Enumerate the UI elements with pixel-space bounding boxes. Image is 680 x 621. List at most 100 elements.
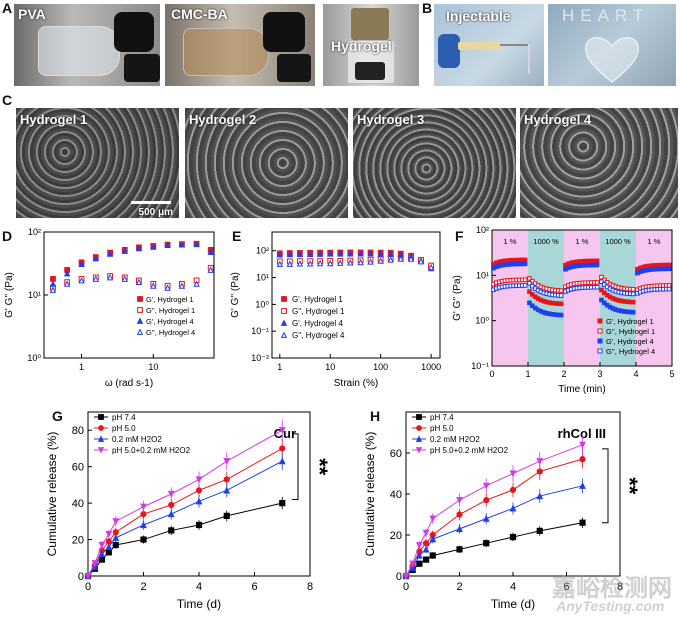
caption-hydrogel-3: Hydrogel 3 <box>357 112 425 127</box>
legend-marker <box>597 348 603 354</box>
legend-entry: G', Hydrogel 4 <box>606 337 654 346</box>
data-point <box>415 542 423 549</box>
photo-injectable-syringe: Injectable <box>434 4 544 86</box>
data-point <box>630 309 636 315</box>
data-point <box>422 540 430 547</box>
chart-g-cur-release: Time (d)Cumulative release (%)0 2 4 6 802040… <box>45 411 332 611</box>
data-point <box>105 543 113 550</box>
sem-hydrogel-1: Hydrogel 1 500 μm <box>16 108 179 218</box>
data-point <box>195 521 203 529</box>
plot-frame <box>271 231 441 359</box>
strain-band-label: 1000 % <box>533 237 559 246</box>
caption-cmc-ba: CMC-BA <box>171 6 228 22</box>
data-point <box>337 259 344 266</box>
data-point <box>316 259 324 267</box>
strain-band-label: 1 % <box>576 237 589 246</box>
legend-entry: G'', Hydrogel 4 <box>606 347 655 356</box>
panel-label-d: D <box>2 228 13 244</box>
x-axis-label: Time (d) <box>491 597 535 611</box>
y-tick-label: 10⁰ <box>475 316 489 326</box>
x-tick-label: 2 <box>456 581 462 593</box>
series-line <box>87 429 283 577</box>
y-tick-label: 0 <box>78 571 84 583</box>
data-point <box>337 250 344 257</box>
data-point <box>207 266 214 273</box>
sem-hydrogel-3: Hydrogel 3 <box>353 108 516 218</box>
data-point <box>367 258 374 265</box>
data-point <box>112 518 120 526</box>
data-point <box>482 514 490 522</box>
data-point <box>409 560 417 568</box>
caption-injectable: Injectable <box>446 8 511 24</box>
data-point <box>666 283 672 288</box>
data-point <box>527 276 532 281</box>
caption-hydrogel-4: Hydrogel 4 <box>524 112 592 127</box>
data-point <box>558 293 564 298</box>
chart-e-strain-sweep: Strain (%) G' G'' (Pa) 1 10 100 1000 10⁻² 10⁻¹ 1… <box>230 231 441 389</box>
data-point <box>666 286 672 292</box>
data-point <box>666 262 672 268</box>
chart-f-step-strain: 1 % 1000 % 1 % 1000 % 1 % Time (min) G' G'' (P… <box>452 226 675 395</box>
series-line <box>405 444 583 577</box>
x-tick-label: 6 <box>563 581 569 593</box>
legend-entry: G'', Hydrogel 4 <box>146 328 195 337</box>
data-point <box>112 541 119 549</box>
y-tick-label: 10⁻¹ <box>471 361 489 371</box>
legend-entry: pH 5.0 <box>112 424 136 433</box>
legend-entry: G', Hydrogel 4 <box>146 317 194 326</box>
data-point <box>347 259 354 266</box>
data-point <box>579 441 586 449</box>
data-point <box>168 527 175 534</box>
data-point <box>357 250 364 257</box>
legend-marker <box>597 328 603 334</box>
legend-entry: G'', Hydrogel 1 <box>606 327 655 336</box>
data-point <box>112 534 120 541</box>
data-point <box>306 250 314 257</box>
data-point <box>105 549 112 556</box>
strain-band-label: 1 % <box>648 237 661 246</box>
data-point <box>522 261 528 267</box>
watermark-cn: 嘉峪检测网 <box>552 575 672 602</box>
data-point <box>429 552 436 559</box>
series-line <box>87 448 283 577</box>
data-point <box>193 280 200 287</box>
chart-d-frequency-sweep: ω (rad s-1) G' G'' (Pa) 1 10 10⁰ 10¹ 10² G', Hy… <box>4 227 215 389</box>
legend-entry: 0.2 mM H2O2 <box>112 435 162 444</box>
data-point <box>279 500 286 507</box>
legend-marker <box>97 447 105 454</box>
legend-marker <box>281 308 287 314</box>
y-tick-label: 40 <box>390 489 402 501</box>
legend-entry: G', Hydrogel 1 <box>292 295 343 304</box>
legend-entry: pH 7.4 <box>112 413 136 422</box>
data-point <box>195 487 203 494</box>
chart-title: rhCol III <box>558 426 606 441</box>
legend-entry: pH 5.0+0.2 mM H2O2 <box>112 446 191 455</box>
caption-hydrogel-2: Hydrogel 2 <box>189 112 257 127</box>
x-tick-label: 8 <box>617 581 623 593</box>
data-point <box>558 288 564 293</box>
data-point <box>599 297 604 303</box>
data-point <box>106 250 114 257</box>
data-point <box>456 525 463 532</box>
y-tick-label: 10⁰ <box>255 299 269 309</box>
legend-marker <box>281 296 287 302</box>
data-point <box>509 470 517 478</box>
y-tick-label: 80 <box>72 425 84 437</box>
x-tick-label: 4 <box>510 581 516 593</box>
y-tick-label: 10⁰ <box>27 353 41 363</box>
x-tick-label: 10 <box>148 362 158 372</box>
caption-hydrogel-1: Hydrogel 1 <box>20 112 88 127</box>
data-point <box>402 572 410 580</box>
data-point <box>164 284 171 291</box>
data-point <box>630 287 636 292</box>
strain-band-label: 1 % <box>504 237 517 246</box>
data-point <box>63 269 71 277</box>
y-axis-label: G' G'' (Pa) <box>4 272 15 318</box>
y-tick-label: 10² <box>28 227 41 237</box>
panel-label-e: E <box>232 228 242 244</box>
photo-hydrogel-vial: Hydrogel <box>323 4 419 86</box>
data-point <box>630 291 636 297</box>
data-point <box>367 250 374 257</box>
data-point <box>168 501 175 509</box>
panel-label-h: H <box>370 408 381 424</box>
